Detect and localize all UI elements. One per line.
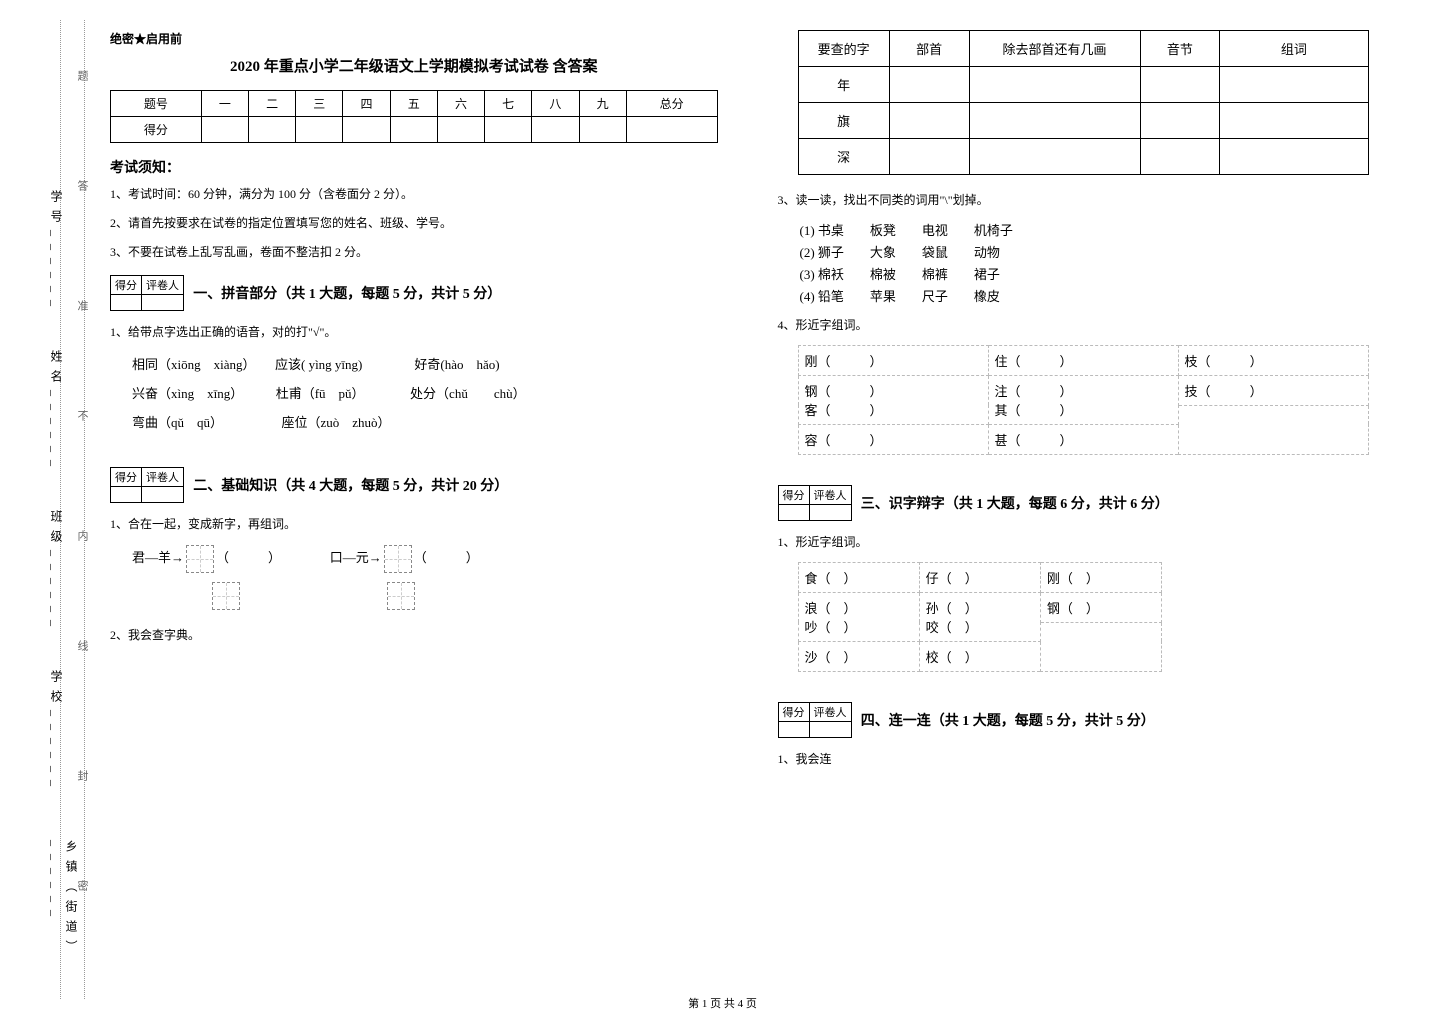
s2-q3: 3、读一读，找出不同类的词用"\"划掉。	[778, 189, 1386, 212]
s1-line-2: 弯曲（qǔ qū） 座位（zuò zhuò）	[110, 409, 718, 438]
s4-q1: 1、我会连	[778, 748, 1386, 771]
side-binding-0: 密	[74, 880, 90, 897]
s1-line-1: 兴奋（xìng xīng） 杜甫（fū pǔ） 处分（chǔ chù）	[110, 380, 718, 409]
side-binding-5: 准	[74, 300, 90, 317]
side-label-id: 学号______	[48, 190, 65, 314]
score-h-2: 二	[248, 91, 295, 117]
s2-q4: 4、形近字组词。	[778, 314, 1386, 337]
score-box-1: 得分评卷人	[110, 275, 184, 311]
secret-label: 绝密★启用前	[110, 30, 718, 47]
side-binding-2: 线	[74, 640, 90, 657]
side-label-school: 学校______	[48, 670, 65, 794]
score-h-6: 六	[437, 91, 484, 117]
s2-q3-line-1: (2) 狮子 大象 袋鼠 动物	[778, 242, 1386, 264]
side-label-town: 乡镇（街道） ______	[48, 840, 80, 1019]
lookup-row-1: 旗	[798, 103, 1368, 139]
lookup-row-2: 深	[798, 139, 1368, 175]
notice-heading: 考试须知：	[110, 157, 718, 177]
score-box-4: 得分评卷人	[778, 702, 852, 738]
notice-3: 3、不要在试卷上乱写乱画，卷面不整洁扣 2 分。	[110, 243, 718, 262]
score-box-2: 得分评卷人	[110, 467, 184, 503]
tian-box	[186, 545, 214, 573]
lookup-table: 要查的字 部首 除去部首还有几画 音节 组词 年 旗 深	[798, 30, 1369, 175]
score-h-7: 七	[485, 91, 532, 117]
score-header-row: 题号 一 二 三 四 五 六 七 八 九 总分	[111, 91, 718, 117]
score-h-1: 一	[201, 91, 248, 117]
section-3-header: 得分评卷人 三、识字辩字（共 1 大题，每题 6 分，共计 6 分）	[778, 485, 1386, 521]
side-binding-3: 内	[74, 530, 90, 547]
score-h-4: 四	[343, 91, 390, 117]
s2-q3-line-0: (1) 书桌 板凳 电视 机椅子	[778, 220, 1386, 242]
section-4-title: 四、连一连（共 1 大题，每题 5 分，共计 5 分）	[861, 710, 1155, 730]
side-label-name: 姓名______	[48, 350, 65, 474]
score-h-0: 题号	[111, 91, 202, 117]
score-row-label: 得分	[111, 117, 202, 143]
combo-a2: 口—元→	[330, 550, 382, 565]
section-2-header: 得分评卷人 二、基础知识（共 4 大题，每题 5 分，共计 20 分）	[110, 467, 718, 503]
side-binding-7: 题	[74, 70, 90, 87]
side-binding-4: 不	[74, 410, 90, 427]
score-h-3: 三	[296, 91, 343, 117]
notice-1: 1、考试时间：60 分钟，满分为 100 分（含卷面分 2 分）。	[110, 185, 718, 204]
jinzi-table-1: 刚（ ）住（ ）枝（ ） 钢（ ）客（ ）注（ ）其（ ）技（ ） 容（ ）甚（…	[798, 345, 1369, 455]
side-binding-6: 答	[74, 180, 90, 197]
score-table: 题号 一 二 三 四 五 六 七 八 九 总分 得分	[110, 90, 718, 143]
score-value-row: 得分	[111, 117, 718, 143]
score-h-8: 八	[532, 91, 579, 117]
s2-combo-row2	[110, 581, 718, 610]
jinzi-table-2: 食（ ）仔（ ）刚（ ） 浪（ ）吵（ ）孙（ ）咬（ ）钢（ ） 沙（ ）校（…	[798, 562, 1163, 672]
s1-line-0: 相同（xiōng xiàng） 应该( yìng yīng) 好奇(hào hǎ…	[110, 351, 718, 380]
right-column: 要查的字 部首 除去部首还有几画 音节 组词 年 旗 深 3、读一读，找出不同类…	[778, 30, 1386, 989]
tian-box	[212, 582, 240, 610]
score-h-9: 九	[579, 91, 626, 117]
side-label-class: 班级______	[48, 510, 65, 634]
side-binding-1: 封	[74, 770, 90, 787]
tian-box	[384, 545, 412, 573]
page-footer: 第 1 页 共 4 页	[0, 995, 1445, 1011]
s3-q1: 1、形近字组词。	[778, 531, 1386, 554]
score-h-10: 总分	[626, 91, 717, 117]
section-2-title: 二、基础知识（共 4 大题，每题 5 分，共计 20 分）	[193, 475, 508, 495]
s2-combo-row1: 君—羊→（ ） 口—元→（ ）	[110, 544, 718, 573]
score-box-3: 得分评卷人	[778, 485, 852, 521]
score-h-5: 五	[390, 91, 437, 117]
s1-q1: 1、给带点字选出正确的语音，对的打"√"。	[110, 321, 718, 344]
section-1-header: 得分评卷人 一、拼音部分（共 1 大题，每题 5 分，共计 5 分）	[110, 275, 718, 311]
tian-box	[387, 582, 415, 610]
s2-q3-line-3: (4) 铅笔 苹果 尺子 橡皮	[778, 286, 1386, 308]
left-column: 绝密★启用前 2020 年重点小学二年级语文上学期模拟考试试卷 含答案 题号 一…	[110, 30, 718, 989]
section-1-title: 一、拼音部分（共 1 大题，每题 5 分，共计 5 分）	[193, 283, 501, 303]
notice-2: 2、请首先按要求在试卷的指定位置填写您的姓名、班级、学号。	[110, 214, 718, 233]
combo-a1: 君—羊→	[132, 550, 184, 565]
page-content: 绝密★启用前 2020 年重点小学二年级语文上学期模拟考试试卷 含答案 题号 一…	[110, 30, 1385, 989]
lookup-row-0: 年	[798, 67, 1368, 103]
binding-dotted-line	[84, 20, 85, 999]
section-3-title: 三、识字辩字（共 1 大题，每题 6 分，共计 6 分）	[861, 493, 1169, 513]
s2-q2: 2、我会查字典。	[110, 624, 718, 647]
section-4-header: 得分评卷人 四、连一连（共 1 大题，每题 5 分，共计 5 分）	[778, 702, 1386, 738]
lookup-header: 要查的字 部首 除去部首还有几画 音节 组词	[798, 31, 1368, 67]
paper-title: 2020 年重点小学二年级语文上学期模拟考试试卷 含答案	[110, 55, 718, 76]
s2-q1: 1、合在一起，变成新字，再组词。	[110, 513, 718, 536]
s2-q3-line-2: (3) 棉袄 棉被 棉裤 裙子	[778, 264, 1386, 286]
